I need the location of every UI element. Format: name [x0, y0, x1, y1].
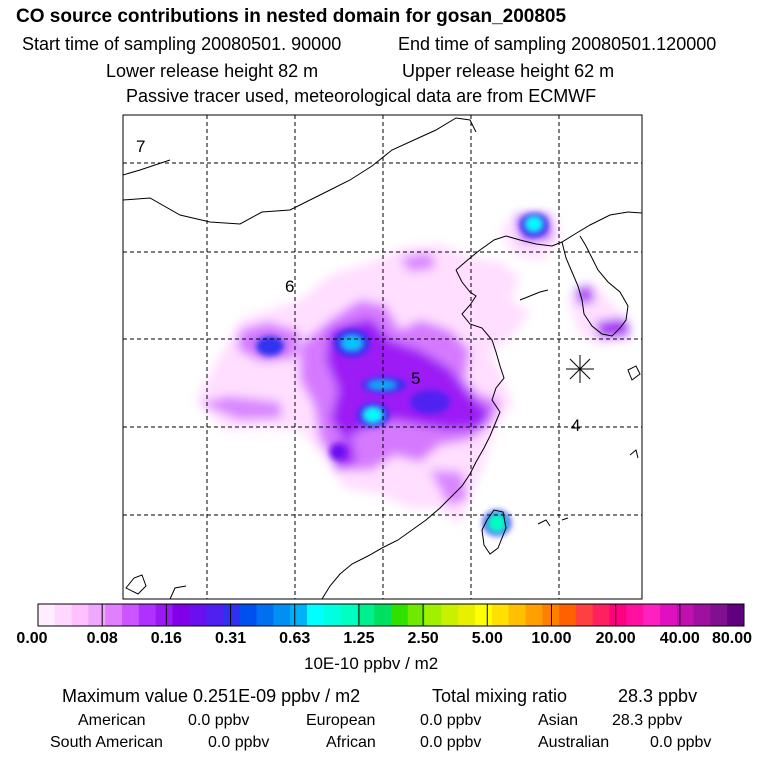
color-scale-tick: 40.00	[659, 630, 700, 647]
color-scale-cell	[122, 604, 140, 626]
south-american-value: 0.0 ppbv	[208, 734, 270, 751]
color-scale-dividers	[101, 604, 681, 626]
color-scale-cell	[374, 604, 392, 626]
color-scale-cell	[575, 604, 594, 626]
color-scale-cell	[559, 604, 577, 626]
color-scale-tick: 0.16	[150, 630, 182, 647]
color-scale-tick: 5.00	[471, 630, 503, 647]
color-scale-cell	[88, 604, 106, 626]
color-scale-cell	[155, 604, 173, 626]
american-label: American	[78, 712, 146, 729]
color-scale-cell	[273, 604, 291, 626]
color-scale-cell	[391, 604, 409, 626]
color-scale-cell	[38, 604, 56, 626]
tracer-note: Passive tracer used, meteorological data…	[126, 86, 597, 106]
color-scale-cell	[306, 604, 325, 626]
color-scale-cell	[323, 604, 342, 626]
total-mixing-ratio-label: Total mixing ratio	[432, 686, 568, 706]
color-scale-tick: 80.00	[711, 630, 753, 647]
color-scale-cell	[491, 604, 510, 626]
coastlines	[123, 117, 642, 599]
color-scale-cell	[727, 604, 745, 626]
color-scale-tick: 20.00	[595, 630, 636, 647]
region-label: 7	[136, 137, 145, 156]
region-label: 5	[411, 369, 420, 388]
star-marker-icon	[566, 355, 594, 383]
color-scale-cell	[458, 604, 476, 626]
color-scale-cell	[357, 604, 375, 626]
color-scale-cell	[676, 604, 695, 626]
asian-label: Asian	[538, 712, 579, 729]
color-scale-cell	[189, 604, 207, 626]
color-scale-cell	[659, 604, 678, 626]
color-scale-cell	[239, 604, 258, 626]
color-scale-cell	[609, 604, 627, 626]
european-value: 0.0 ppbv	[420, 712, 482, 729]
color-scale-cell	[475, 604, 493, 626]
color-scale-cell	[693, 604, 711, 626]
color-scale-cell	[424, 604, 442, 626]
south-american-label: South American	[50, 734, 163, 751]
maximum-value: Maximum value 0.251E-09 ppbv / m2	[62, 686, 361, 706]
color-scale-cell	[256, 604, 274, 626]
color-scale-tick: 1.25	[343, 630, 375, 647]
australian-value: 0.0 ppbv	[650, 734, 712, 751]
color-scale-tick: 0.00	[16, 630, 48, 647]
map-frame	[122, 114, 643, 600]
color-scale-cell	[222, 604, 241, 626]
graticule	[123, 115, 642, 599]
plot-title: CO source contributions in nested domain…	[16, 6, 567, 27]
color-scale-cell	[441, 604, 459, 626]
concentration-hotspots	[256, 213, 548, 536]
african-label: African	[326, 734, 376, 751]
australian-label: Australian	[538, 734, 610, 751]
color-scale-cell	[290, 604, 308, 626]
color-scale-cell	[206, 604, 224, 626]
color-scale-cell	[592, 604, 611, 626]
upper-release-height: Upper release height 62 m	[402, 61, 615, 81]
color-scale-tick: 2.50	[407, 630, 439, 647]
color-scale-cell	[525, 604, 543, 626]
color-scale-tick: 0.31	[214, 630, 247, 647]
color-scale-cell	[172, 604, 190, 626]
total-mixing-ratio-value: 28.3 ppbv	[618, 686, 698, 706]
european-label: European	[306, 712, 376, 729]
color-scale-cell	[542, 604, 560, 626]
color-scale-tick: 0.08	[86, 630, 118, 647]
color-scale-cell	[643, 604, 661, 626]
color-scale-cell	[138, 604, 157, 626]
color-scale-cell	[105, 604, 123, 626]
color-scale-cell	[626, 604, 644, 626]
color-scale-tick: 0.63	[279, 630, 311, 647]
asian-value: 28.3 ppbv	[612, 712, 683, 729]
color-scale-tick: 10.00	[531, 630, 572, 647]
color-scale-cells	[38, 604, 745, 626]
color-scale-cell	[340, 604, 358, 626]
color-scale-cell	[508, 604, 526, 626]
region-label: 4	[571, 416, 580, 435]
lower-release-height: Lower release height 82 m	[106, 61, 319, 81]
color-scale-cell	[54, 604, 73, 626]
color-scale-cell	[71, 604, 89, 626]
color-scale-cell	[710, 604, 728, 626]
color-scale-frame	[37, 603, 745, 627]
region-label: 6	[285, 277, 294, 296]
sampling-end: End time of sampling 20080501.120000	[398, 34, 717, 54]
sampling-start: Start time of sampling 20080501. 90000	[22, 34, 342, 54]
american-value: 0.0 ppbv	[188, 712, 250, 729]
african-value: 0.0 ppbv	[420, 734, 482, 751]
color-scale-cell	[407, 604, 426, 626]
color-scale-units: 10E-10 ppbv / m2	[304, 654, 439, 673]
